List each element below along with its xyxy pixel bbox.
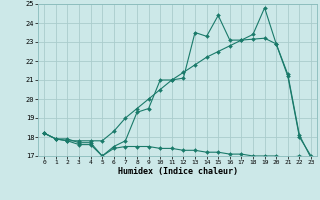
X-axis label: Humidex (Indice chaleur): Humidex (Indice chaleur): [118, 167, 238, 176]
